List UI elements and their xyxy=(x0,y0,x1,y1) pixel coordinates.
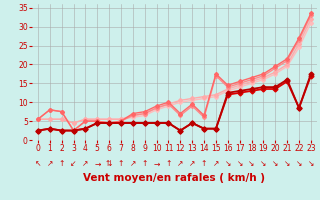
Text: ↑: ↑ xyxy=(59,159,65,168)
Text: →: → xyxy=(94,159,100,168)
Text: ↘: ↘ xyxy=(225,159,231,168)
Text: ↑: ↑ xyxy=(141,159,148,168)
Text: ↘: ↘ xyxy=(296,159,302,168)
Text: ↗: ↗ xyxy=(130,159,136,168)
Text: ↗: ↗ xyxy=(82,159,89,168)
Text: →: → xyxy=(153,159,160,168)
Text: ↘: ↘ xyxy=(260,159,267,168)
Text: ↘: ↘ xyxy=(236,159,243,168)
Text: ↑: ↑ xyxy=(201,159,207,168)
Text: ↙: ↙ xyxy=(70,159,77,168)
Text: ↘: ↘ xyxy=(308,159,314,168)
Text: ↘: ↘ xyxy=(248,159,255,168)
Text: ↘: ↘ xyxy=(284,159,290,168)
X-axis label: Vent moyen/en rafales ( km/h ): Vent moyen/en rafales ( km/h ) xyxy=(84,173,265,183)
Text: ↖: ↖ xyxy=(35,159,41,168)
Text: ↑: ↑ xyxy=(165,159,172,168)
Text: ↘: ↘ xyxy=(272,159,278,168)
Text: ↗: ↗ xyxy=(213,159,219,168)
Text: ↗: ↗ xyxy=(189,159,196,168)
Text: ↑: ↑ xyxy=(118,159,124,168)
Text: ↗: ↗ xyxy=(177,159,184,168)
Text: ⇅: ⇅ xyxy=(106,159,112,168)
Text: ↗: ↗ xyxy=(47,159,53,168)
